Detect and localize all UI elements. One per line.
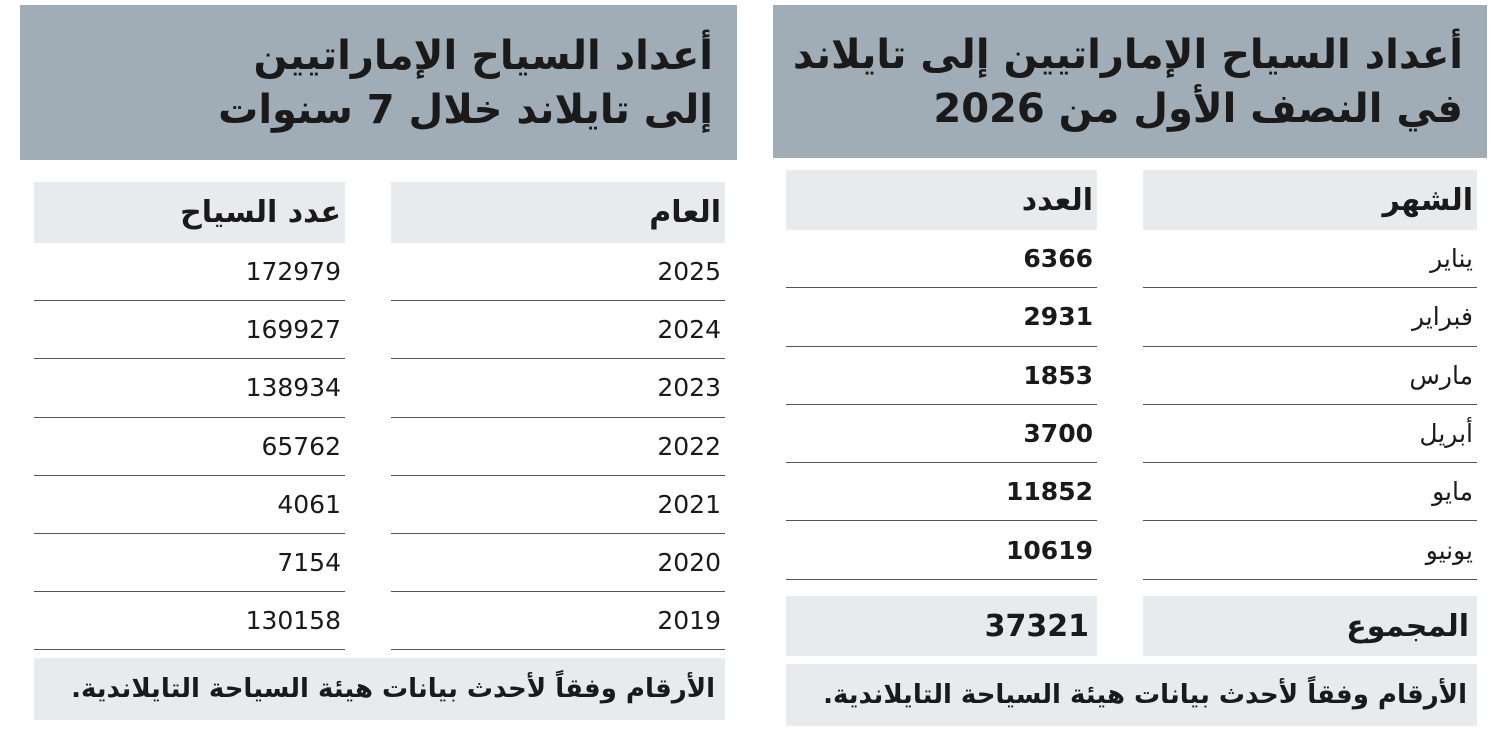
title-line: في النصف الأول من 2026 <box>933 85 1463 132</box>
year-cell: 2025 <box>391 243 725 302</box>
title-line: إلى تايلاند خلال 7 سنوات <box>218 86 713 133</box>
count-cell: 2931 <box>786 288 1097 347</box>
year-cell: 2020 <box>391 534 725 593</box>
year-cell: 2024 <box>391 301 725 360</box>
count-cell: 172979 <box>34 243 345 302</box>
title-line: أعداد السياح الإماراتيين <box>253 32 713 79</box>
count-cell: 11852 <box>786 463 1097 522</box>
count-cell: 1853 <box>786 347 1097 405</box>
year-cell: 2022 <box>391 418 725 476</box>
month-cell: فبراير <box>1143 288 1477 347</box>
title-box: أعداد السياح الإماراتيين إلى تايلاند في ا… <box>773 5 1487 158</box>
month-cell: يناير <box>1143 230 1477 289</box>
count-cell: 65762 <box>34 418 345 476</box>
month-cell: يونيو <box>1143 522 1477 580</box>
count-cell: 10619 <box>786 522 1097 580</box>
total-value: 37321 <box>786 596 1097 656</box>
header-cell: العام <box>391 182 725 243</box>
header-cell: الشهر <box>1143 170 1477 230</box>
count-cell: 4061 <box>34 476 345 534</box>
year-cell: 2019 <box>391 592 725 651</box>
header-cell: عدد السياح <box>34 182 345 243</box>
year-cell: 2021 <box>391 476 725 534</box>
month-cell: مايو <box>1143 463 1477 522</box>
source-note: الأرقام وفقاً لأحدث بيانات هيئة السياحة … <box>34 658 725 720</box>
total-label: المجموع <box>1143 596 1477 656</box>
count-cell: 6366 <box>786 230 1097 289</box>
month-cell: مارس <box>1143 347 1477 405</box>
title-box: أعداد السياح الإماراتيين إلى تايلاند خلال… <box>20 5 737 160</box>
count-cell: 130158 <box>34 592 345 651</box>
count-cell: 3700 <box>786 405 1097 464</box>
year-cell: 2023 <box>391 359 725 418</box>
count-cell: 138934 <box>34 359 345 418</box>
month-cell: أبريل <box>1143 405 1477 464</box>
count-cell: 169927 <box>34 301 345 360</box>
header-cell: العدد <box>786 170 1097 230</box>
source-note: الأرقام وفقاً لأحدث بيانات هيئة السياحة … <box>786 664 1477 726</box>
count-cell: 7154 <box>34 534 345 593</box>
title-line: أعداد السياح الإماراتيين إلى تايلاند <box>792 31 1463 78</box>
